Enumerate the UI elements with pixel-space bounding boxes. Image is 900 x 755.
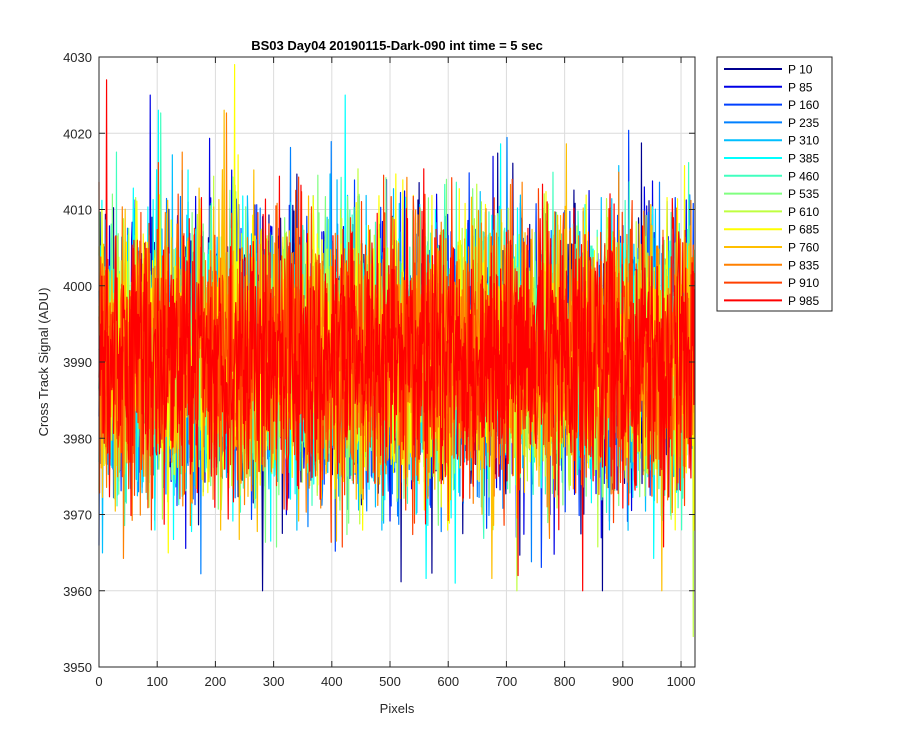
chart-title: BS03 Day04 20190115-Dark-090 int time = … bbox=[251, 38, 543, 53]
legend-label: P 235 bbox=[788, 116, 819, 130]
y-tick-label: 4010 bbox=[63, 203, 92, 218]
legend-label: P 460 bbox=[788, 169, 819, 183]
x-tick-label: 900 bbox=[612, 674, 634, 689]
series-lines bbox=[98, 64, 696, 638]
x-tick-label: 800 bbox=[554, 674, 576, 689]
y-tick-label: 4020 bbox=[63, 126, 92, 141]
x-tick-label: 200 bbox=[205, 674, 227, 689]
legend-label: P 10 bbox=[788, 63, 813, 77]
legend-label: P 760 bbox=[788, 241, 819, 255]
legend-label: P 910 bbox=[788, 276, 819, 290]
y-tick-label: 3960 bbox=[63, 584, 92, 599]
x-axis-label: Pixels bbox=[380, 701, 415, 716]
legend-label: P 160 bbox=[788, 98, 819, 112]
x-tick-label: 100 bbox=[146, 674, 168, 689]
legend-label: P 385 bbox=[788, 152, 819, 166]
y-axis-label: Cross Track Signal (ADU) bbox=[36, 288, 51, 437]
legend-label: P 85 bbox=[788, 80, 813, 94]
y-tick-label: 3980 bbox=[63, 431, 92, 446]
series-line bbox=[98, 79, 696, 592]
legend-label: P 610 bbox=[788, 205, 819, 219]
legend-box bbox=[716, 56, 833, 312]
x-tick-label: 300 bbox=[263, 674, 285, 689]
y-tick-label: 4030 bbox=[63, 50, 92, 65]
y-tick-label: 4000 bbox=[63, 279, 92, 294]
x-tick-label: 400 bbox=[321, 674, 343, 689]
x-tick-label: 700 bbox=[496, 674, 518, 689]
legend-label: P 685 bbox=[788, 223, 819, 237]
legend-label: P 835 bbox=[788, 258, 819, 272]
x-tick-label: 1000 bbox=[667, 674, 696, 689]
y-tick-label: 3990 bbox=[63, 355, 92, 370]
axis-ticks: 0 100 200 300 400 500 600 700 800 900 1000 3950 3960… bbox=[63, 50, 695, 689]
y-tick-label: 3950 bbox=[63, 660, 92, 675]
x-tick-label: 0 bbox=[95, 674, 102, 689]
legend-label: P 310 bbox=[788, 134, 819, 148]
legend-label: P 535 bbox=[788, 187, 819, 201]
x-tick-label: 500 bbox=[379, 674, 401, 689]
x-tick-label: 600 bbox=[437, 674, 459, 689]
legend: P 10 P 85 P 160 P 235 P 310 P 385 P 460 P 535 P … bbox=[716, 56, 833, 312]
legend-label: P 985 bbox=[788, 294, 819, 308]
y-tick-label: 3970 bbox=[63, 508, 92, 523]
